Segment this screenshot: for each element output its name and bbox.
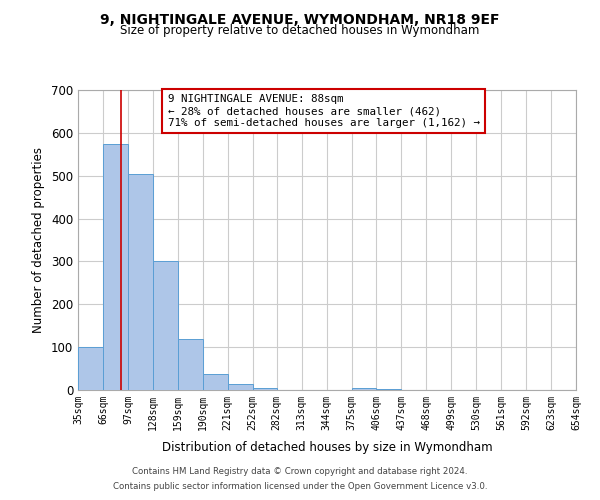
Bar xyxy=(178,338,203,390)
Y-axis label: Number of detached properties: Number of detached properties xyxy=(32,147,46,333)
Text: 9 NIGHTINGALE AVENUE: 88sqm
← 28% of detached houses are smaller (462)
71% of se: 9 NIGHTINGALE AVENUE: 88sqm ← 28% of det… xyxy=(167,94,479,128)
Bar xyxy=(253,388,277,390)
Text: 9, NIGHTINGALE AVENUE, WYMONDHAM, NR18 9EF: 9, NIGHTINGALE AVENUE, WYMONDHAM, NR18 9… xyxy=(100,12,500,26)
Bar xyxy=(352,388,376,390)
Bar xyxy=(376,389,401,390)
Bar xyxy=(128,174,153,390)
Bar xyxy=(103,144,128,390)
X-axis label: Distribution of detached houses by size in Wymondham: Distribution of detached houses by size … xyxy=(161,441,493,454)
Bar xyxy=(78,347,103,390)
Bar xyxy=(153,262,178,390)
Bar xyxy=(227,384,253,390)
Text: Contains HM Land Registry data © Crown copyright and database right 2024.: Contains HM Land Registry data © Crown c… xyxy=(132,467,468,476)
Bar xyxy=(203,374,227,390)
Text: Size of property relative to detached houses in Wymondham: Size of property relative to detached ho… xyxy=(121,24,479,37)
Text: Contains public sector information licensed under the Open Government Licence v3: Contains public sector information licen… xyxy=(113,482,487,491)
